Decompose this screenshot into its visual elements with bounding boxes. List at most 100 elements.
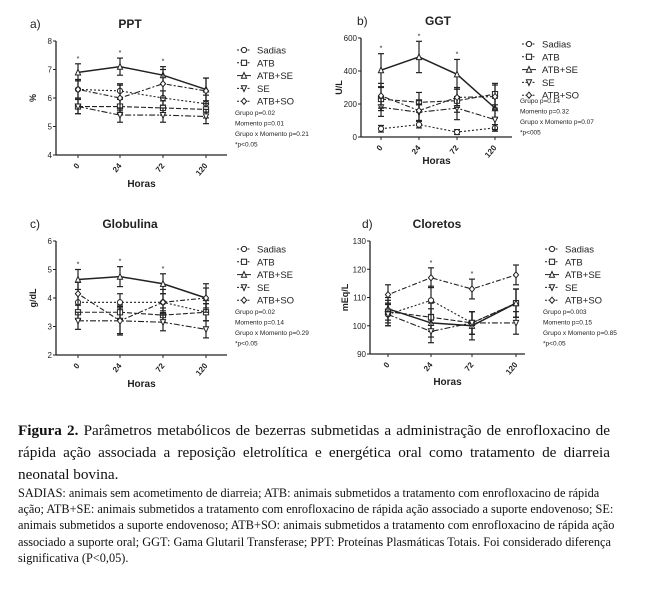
data-point bbox=[202, 113, 210, 121]
legend-label: SE bbox=[542, 78, 555, 89]
x-tick-label: 72 bbox=[154, 161, 167, 174]
series-line-se bbox=[77, 106, 207, 118]
significance-mark: * bbox=[471, 271, 474, 278]
stats-text: Momento p=0.14 bbox=[235, 320, 284, 327]
data-point bbox=[453, 69, 461, 78]
y-tick-label: 120 bbox=[353, 265, 367, 274]
data-point bbox=[159, 298, 167, 307]
figure-title: Parâmetros metabólicos de bezerras subme… bbox=[18, 422, 611, 483]
legend-label: SE bbox=[565, 283, 578, 294]
y-tick-label: 600 bbox=[344, 34, 358, 43]
series-line-atb-so bbox=[380, 95, 496, 112]
x-axis-label: Horas bbox=[433, 377, 462, 388]
significance-mark: * bbox=[162, 59, 165, 66]
data-point bbox=[427, 297, 435, 304]
series-line-atb-se bbox=[77, 275, 207, 299]
legend-marker bbox=[548, 284, 556, 292]
series-line-sadias bbox=[380, 124, 496, 133]
data-point bbox=[202, 294, 210, 302]
chart-title: Cloretos bbox=[413, 217, 462, 231]
y-tick-label: 5 bbox=[48, 266, 53, 275]
data-point bbox=[512, 271, 520, 279]
legend-marker bbox=[240, 258, 248, 265]
data-point bbox=[377, 65, 385, 74]
legend-label: ATB+SO bbox=[542, 91, 579, 102]
data-point bbox=[116, 94, 124, 102]
legend-label: ATB+SO bbox=[257, 97, 294, 108]
legend-label: ATB bbox=[565, 257, 583, 268]
stats-text: Grupo x Momento p=0.29 bbox=[235, 330, 309, 337]
series-line-se bbox=[380, 106, 496, 121]
legend-marker bbox=[525, 91, 533, 100]
data-point bbox=[427, 273, 435, 282]
series-line-atb-so bbox=[387, 274, 517, 296]
data-point bbox=[74, 103, 82, 111]
data-point bbox=[74, 68, 82, 76]
data-point bbox=[384, 311, 392, 319]
stats-text: *p<0.05 bbox=[235, 142, 258, 149]
x-tick-label: 0 bbox=[382, 360, 392, 370]
data-point bbox=[74, 317, 82, 326]
legend-label: Sadias bbox=[565, 245, 594, 256]
data-point bbox=[116, 112, 124, 120]
legend-label: SE bbox=[257, 283, 270, 294]
y-axis-label: mEq/L bbox=[340, 283, 350, 311]
chart-title: GGT bbox=[425, 14, 452, 28]
data-point bbox=[427, 328, 435, 336]
y-tick-label: 100 bbox=[353, 322, 367, 331]
x-axis-label: Horas bbox=[422, 156, 451, 167]
legend-label: ATB+SO bbox=[565, 296, 602, 307]
significance-mark: * bbox=[430, 260, 433, 267]
significance-mark: * bbox=[456, 51, 459, 58]
data-point bbox=[415, 52, 423, 61]
data-point bbox=[202, 326, 210, 334]
y-tick-label: 400 bbox=[344, 67, 358, 76]
x-axis-label: Horas bbox=[127, 379, 156, 390]
chart-title: PPT bbox=[118, 17, 142, 31]
y-axis-label: g/dL bbox=[28, 288, 38, 307]
significance-mark: * bbox=[162, 266, 165, 273]
data-point bbox=[116, 62, 124, 70]
y-tick-label: 5 bbox=[48, 123, 53, 132]
data-point bbox=[74, 289, 82, 298]
stats-text: Momento p=0.32 bbox=[520, 109, 569, 116]
y-tick-label: 110 bbox=[353, 294, 366, 303]
y-tick-label: 0 bbox=[353, 133, 358, 142]
series-line-atb-se bbox=[387, 302, 517, 327]
stats-text: Momento p=0.15 bbox=[543, 320, 592, 327]
legend-marker bbox=[548, 270, 556, 278]
series-line-sadias bbox=[78, 301, 207, 313]
legend-label: ATB bbox=[542, 52, 560, 63]
panel-label: a) bbox=[30, 17, 41, 31]
data-point bbox=[159, 112, 167, 120]
legend-marker bbox=[548, 245, 556, 253]
data-point bbox=[74, 85, 82, 94]
legend-label: ATB+SE bbox=[542, 65, 578, 76]
data-point bbox=[74, 275, 82, 283]
legend-label: SE bbox=[257, 84, 270, 95]
legend-marker bbox=[548, 258, 556, 265]
data-point bbox=[159, 79, 167, 88]
legend-label: ATB+SO bbox=[257, 296, 294, 307]
y-tick-label: 8 bbox=[48, 37, 53, 46]
stats-text: *p<005 bbox=[520, 130, 541, 137]
panel-label: d) bbox=[362, 217, 373, 231]
x-tick-label: 0 bbox=[375, 143, 385, 153]
y-tick-label: 6 bbox=[48, 94, 53, 103]
significance-mark: * bbox=[77, 56, 80, 63]
stats-text: *p<0.05 bbox=[235, 341, 258, 348]
data-point bbox=[202, 86, 210, 95]
series-line-atb bbox=[380, 93, 496, 103]
legend-label: Sadias bbox=[542, 40, 571, 51]
data-point bbox=[453, 128, 461, 136]
legend-marker bbox=[240, 245, 248, 253]
x-tick-label: 120 bbox=[194, 361, 210, 377]
panel-label: b) bbox=[357, 14, 368, 28]
legend-marker bbox=[548, 296, 556, 305]
x-tick-label: 0 bbox=[72, 161, 82, 171]
series-line-atb bbox=[387, 302, 517, 324]
y-tick-label: 200 bbox=[344, 100, 358, 109]
series-line-atb bbox=[78, 311, 207, 316]
series-line-sadias bbox=[77, 88, 207, 105]
